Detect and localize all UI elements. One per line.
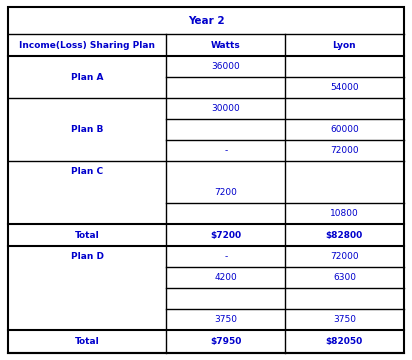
Text: $82050: $82050	[326, 337, 363, 346]
Text: 36000: 36000	[211, 62, 240, 71]
Text: 10800: 10800	[330, 209, 359, 218]
Text: Lyon: Lyon	[332, 41, 356, 50]
Text: Plan B: Plan B	[71, 125, 103, 134]
Text: Income(Loss) Sharing Plan: Income(Loss) Sharing Plan	[19, 41, 155, 50]
Text: 60000: 60000	[330, 125, 359, 134]
Text: 72000: 72000	[330, 252, 359, 261]
Text: $82800: $82800	[326, 231, 363, 240]
Text: 72000: 72000	[330, 146, 359, 155]
Text: Watts: Watts	[211, 41, 241, 50]
Text: -: -	[224, 252, 227, 261]
Text: 3750: 3750	[214, 315, 237, 324]
Text: 7200: 7200	[214, 188, 237, 197]
FancyBboxPatch shape	[8, 7, 404, 353]
Text: Year 2: Year 2	[188, 16, 224, 26]
Text: Plan C: Plan C	[71, 167, 103, 176]
Text: $7200: $7200	[210, 231, 241, 240]
Text: Plan A: Plan A	[71, 73, 103, 82]
Text: 3750: 3750	[333, 315, 356, 324]
Text: Plan D: Plan D	[71, 252, 104, 261]
Text: 30000: 30000	[211, 104, 240, 113]
Text: Total: Total	[75, 337, 100, 346]
Text: $7950: $7950	[210, 337, 241, 346]
Text: 4200: 4200	[214, 273, 237, 282]
Text: 54000: 54000	[330, 83, 359, 92]
Text: Total: Total	[75, 231, 100, 240]
Text: -: -	[224, 146, 227, 155]
Text: 6300: 6300	[333, 273, 356, 282]
